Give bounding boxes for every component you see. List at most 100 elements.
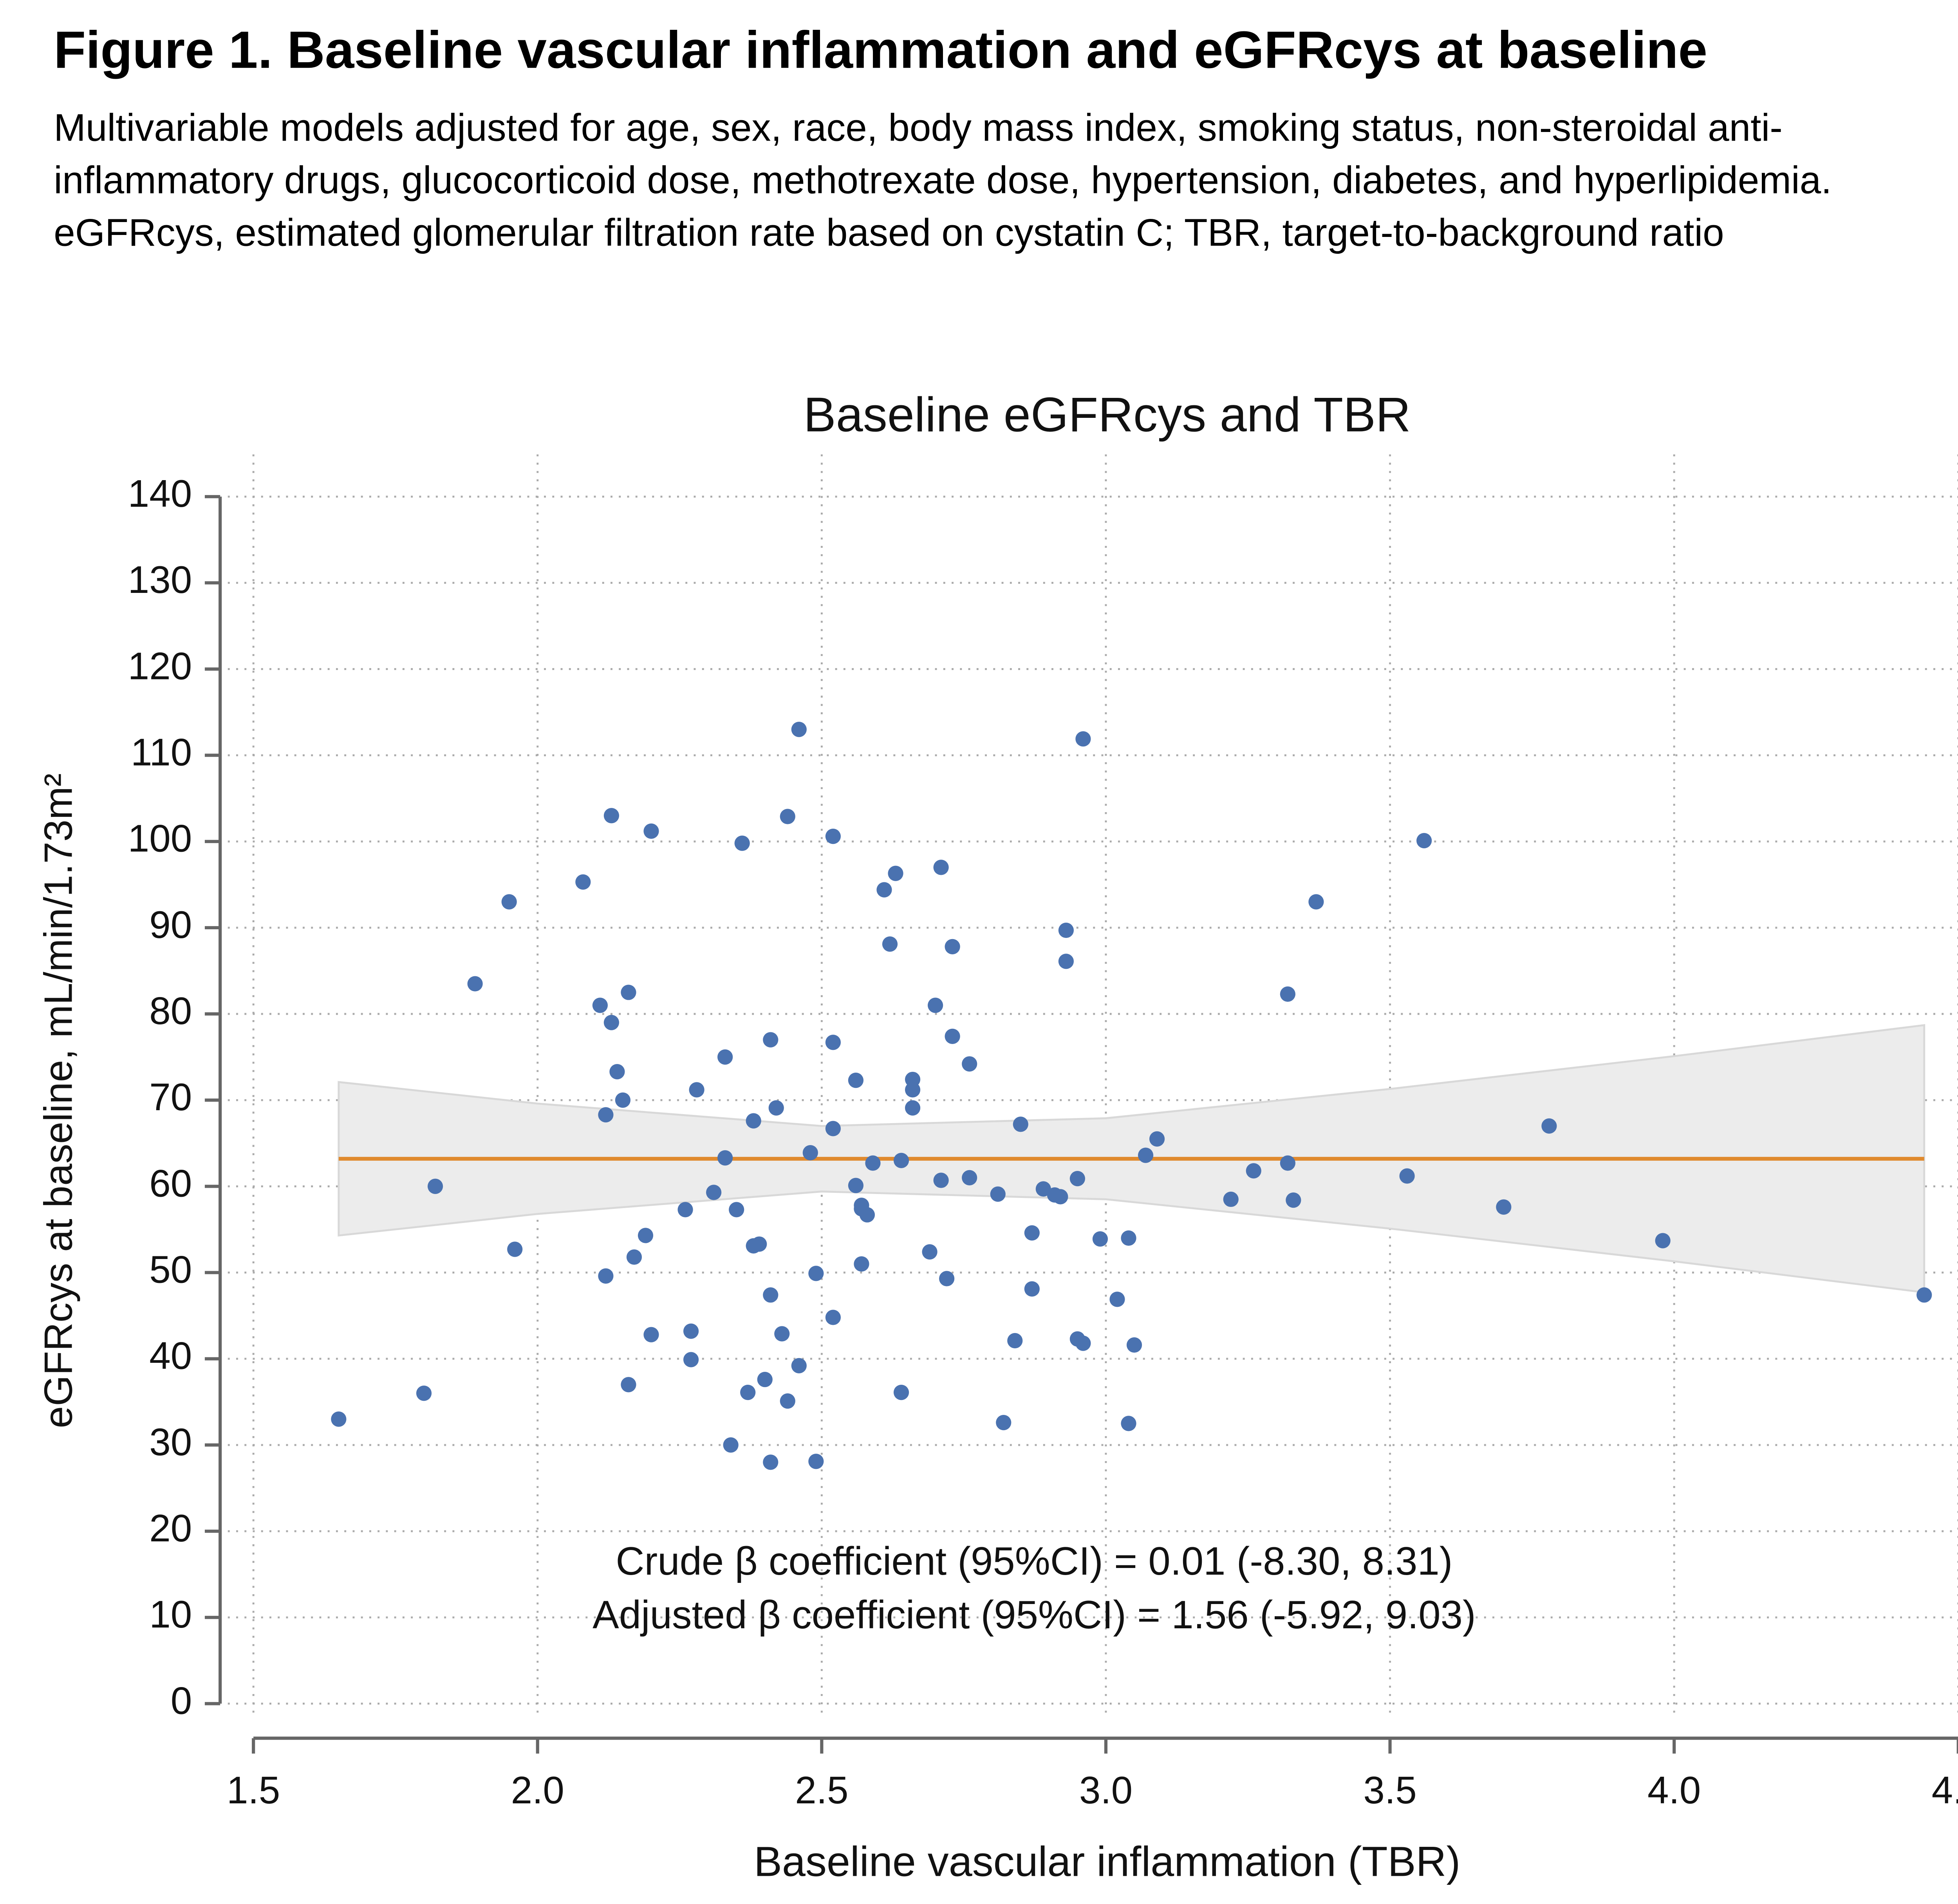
data-point <box>683 1352 699 1367</box>
data-point <box>774 1326 790 1342</box>
data-point <box>1126 1337 1142 1353</box>
data-point <box>808 1454 824 1469</box>
data-point <box>1138 1147 1154 1163</box>
data-point <box>1069 1171 1086 1187</box>
data-point <box>1121 1230 1136 1246</box>
data-point <box>939 1271 955 1286</box>
y-tick-label: 50 <box>149 1248 192 1291</box>
data-point <box>763 1454 779 1470</box>
figure-title: Figure 1. Baseline vascular inflammation… <box>54 20 1708 79</box>
data-point <box>592 997 608 1013</box>
y-tick-label: 110 <box>131 731 192 774</box>
data-point <box>905 1082 921 1098</box>
data-point <box>746 1113 761 1129</box>
x-tick-label: 3.0 <box>1079 1769 1133 1812</box>
data-point <box>643 1327 659 1342</box>
data-point <box>791 1358 807 1373</box>
annotation: Crude β coefficient (95%CI) = 0.01 (-8.3… <box>616 1539 1452 1583</box>
data-point <box>603 808 620 824</box>
data-point <box>751 1236 767 1252</box>
y-tick-label: 20 <box>149 1507 192 1550</box>
data-point <box>825 1121 841 1136</box>
data-point <box>706 1185 722 1200</box>
data-point <box>689 1082 704 1098</box>
data-point <box>905 1100 921 1116</box>
data-point <box>780 809 795 824</box>
y-tick-label: 80 <box>149 989 192 1032</box>
data-point <box>808 1266 824 1281</box>
data-point <box>763 1032 779 1048</box>
y-tick-label: 60 <box>149 1162 192 1205</box>
data-point <box>1058 922 1074 938</box>
data-point <box>1053 1189 1068 1205</box>
data-point <box>780 1393 795 1409</box>
data-point <box>825 1035 841 1050</box>
data-point <box>331 1411 347 1427</box>
chart-title: Baseline eGFRcys and TBR <box>804 388 1411 442</box>
data-point <box>717 1049 733 1065</box>
data-point <box>922 1244 937 1260</box>
data-point <box>825 1310 841 1325</box>
data-point <box>825 828 841 844</box>
x-tick-label: 2.0 <box>511 1769 564 1812</box>
data-point <box>945 1028 960 1044</box>
y-tick-label: 30 <box>149 1420 192 1463</box>
data-point <box>1092 1231 1108 1247</box>
data-point <box>933 1172 949 1188</box>
data-point <box>763 1287 779 1303</box>
data-point <box>865 1155 881 1171</box>
data-point <box>1655 1233 1671 1248</box>
data-point <box>928 997 943 1013</box>
data-point <box>723 1437 739 1453</box>
data-point <box>996 1415 1012 1431</box>
data-point <box>848 1073 864 1088</box>
figure-subtitle: Multivariable models adjusted for age, s… <box>54 107 1832 255</box>
data-point <box>740 1384 756 1400</box>
data-point <box>729 1202 744 1218</box>
data-point <box>734 835 750 851</box>
y-axis-label: eGFRcys at baseline, mL/min/1.73m² <box>36 773 81 1428</box>
data-point <box>643 823 659 839</box>
data-point <box>802 1145 818 1161</box>
data-point <box>1035 1181 1051 1197</box>
data-point <box>1013 1116 1028 1132</box>
data-point <box>933 860 949 875</box>
data-point <box>859 1207 875 1223</box>
data-point <box>854 1256 869 1272</box>
data-point <box>598 1107 614 1123</box>
data-point <box>893 1153 909 1168</box>
data-point <box>1024 1225 1040 1241</box>
data-point <box>683 1323 699 1339</box>
x-tick-label: 3.5 <box>1363 1769 1416 1812</box>
y-tick-label: 130 <box>128 558 192 601</box>
data-point <box>615 1092 631 1108</box>
data-point <box>501 894 517 910</box>
data-point <box>962 1056 977 1072</box>
data-point <box>626 1249 642 1265</box>
data-point <box>1075 1335 1091 1351</box>
data-point <box>1075 731 1091 747</box>
data-point <box>882 936 898 952</box>
data-point <box>1024 1281 1040 1297</box>
data-point <box>888 865 903 881</box>
data-point <box>638 1228 654 1243</box>
y-tick-label: 10 <box>149 1593 192 1636</box>
data-point <box>1246 1163 1261 1179</box>
data-point <box>575 874 591 890</box>
y-tick-label: 140 <box>128 472 192 515</box>
data-point <box>603 1015 620 1030</box>
data-point <box>1280 1155 1295 1171</box>
data-point <box>1399 1168 1415 1184</box>
data-point <box>427 1178 443 1194</box>
annotation: Adjusted β coefficient (95%CI) = 1.56 (-… <box>592 1593 1476 1637</box>
data-point <box>1286 1192 1301 1208</box>
data-point <box>1058 954 1074 969</box>
data-point <box>416 1386 432 1401</box>
x-tick-label: 4.0 <box>1647 1769 1701 1812</box>
data-point <box>990 1186 1006 1202</box>
data-point <box>768 1100 784 1116</box>
data-point <box>1007 1333 1023 1349</box>
